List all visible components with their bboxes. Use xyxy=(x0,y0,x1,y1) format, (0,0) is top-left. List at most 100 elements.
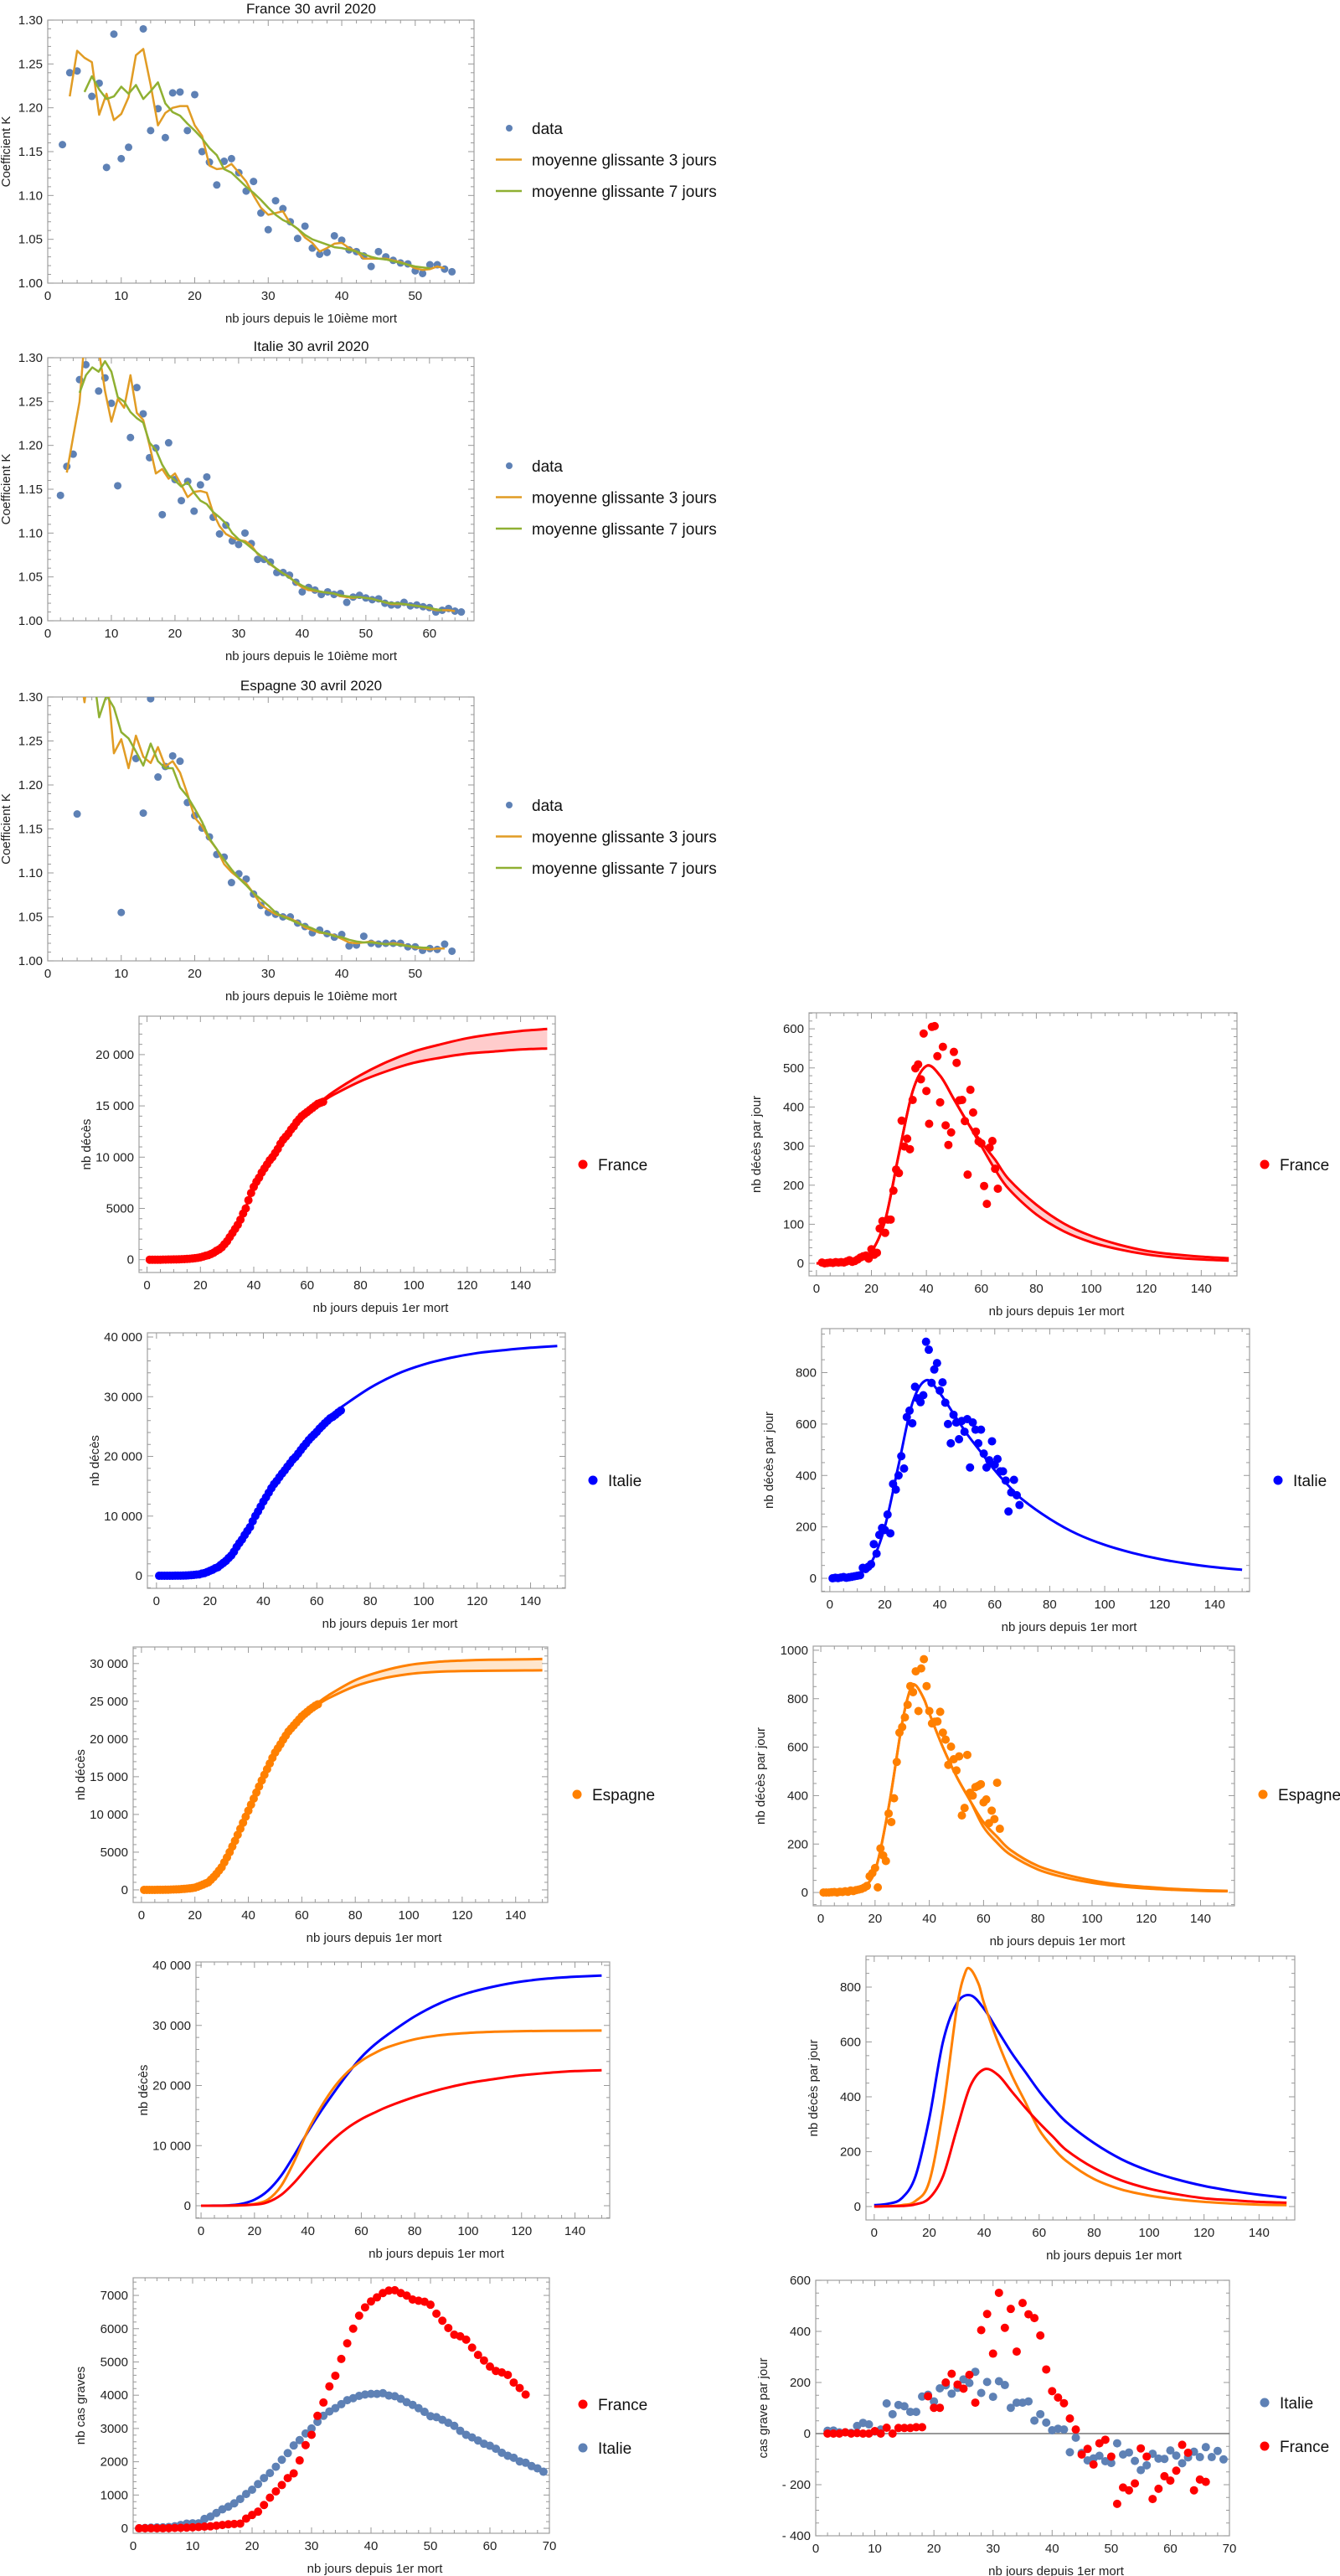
legend-label: France xyxy=(598,1157,647,1174)
data-point xyxy=(176,88,184,96)
y-tick-label: 400 xyxy=(796,1469,817,1483)
data-point xyxy=(254,2507,263,2517)
x-tick-label: 30 xyxy=(261,289,276,303)
data-point xyxy=(993,1184,1002,1193)
data-point xyxy=(960,1427,969,1437)
y-tick-label: 0 xyxy=(121,2522,128,2536)
y-tick-label: 1.00 xyxy=(18,276,43,291)
data-point xyxy=(921,1337,930,1346)
data-point xyxy=(289,2469,298,2478)
tick-marks xyxy=(147,1333,565,1588)
data-point xyxy=(451,607,459,615)
data-point xyxy=(277,2455,286,2465)
x-axis-label: nb jours depuis 1er mort xyxy=(1046,2248,1183,2263)
tick-marks xyxy=(139,1016,555,1273)
plot-frame xyxy=(808,1012,1238,1277)
data-point xyxy=(102,163,111,172)
data-point xyxy=(968,1791,977,1800)
data-point xyxy=(961,1117,970,1126)
data-point xyxy=(337,2354,346,2363)
data-point xyxy=(914,1706,923,1716)
x-tick-label: 40 xyxy=(256,1594,271,1608)
data-point xyxy=(114,482,122,490)
x-tick-label: 20 xyxy=(247,2224,261,2238)
y-tick-label: 1.25 xyxy=(18,395,43,409)
data-point xyxy=(367,2297,375,2306)
data-point xyxy=(213,181,221,189)
legend-item: Italie xyxy=(588,1473,642,1490)
data-point xyxy=(872,1549,881,1558)
data-point xyxy=(869,1540,879,1549)
data-point xyxy=(164,439,173,447)
data-point xyxy=(867,1560,876,1569)
data-point xyxy=(279,204,287,213)
y-tick-label: 0 xyxy=(121,1883,128,1897)
data-point xyxy=(152,2524,162,2533)
data-point xyxy=(888,2429,897,2438)
data-point xyxy=(1036,2331,1045,2340)
data-point xyxy=(343,598,351,607)
data-point xyxy=(307,2424,316,2433)
x-axis-label: nb jours depuis 1er mort xyxy=(988,2564,1125,2576)
x-tick-label: 40 xyxy=(1045,2542,1059,2556)
data-point xyxy=(331,2371,340,2380)
data-point xyxy=(515,2383,524,2393)
data-point xyxy=(924,1345,933,1355)
y-tick-label: 15 000 xyxy=(95,1099,134,1113)
legend-marker xyxy=(588,1475,598,1485)
data-point xyxy=(1089,2460,1098,2469)
data-point xyxy=(229,2519,239,2528)
legend-item: data xyxy=(506,121,563,138)
data-point xyxy=(933,1716,942,1726)
x-tick-label: 60 xyxy=(974,1282,988,1296)
data-point xyxy=(65,69,74,77)
plot-area xyxy=(145,1027,548,1264)
fit-curve-upper xyxy=(147,1027,548,1262)
legend-label: Italie xyxy=(598,2440,631,2458)
data-point xyxy=(918,2423,927,2432)
y-axis-label: nb décès xyxy=(74,1749,88,1800)
x-axis-label: nb jours depuis le 10ième mort xyxy=(225,312,398,326)
cumul-comparison-chart: 0 20 40 60 80 100 120 140 0 10 000 20 000 30 000 40 … xyxy=(137,1959,611,2261)
x-tick-label: 100 xyxy=(1081,1282,1102,1296)
series-fit xyxy=(141,1657,543,1892)
data-point xyxy=(1012,2398,1021,2408)
data-point xyxy=(1000,2323,1009,2332)
legend-label: data xyxy=(532,458,563,476)
data-point xyxy=(168,89,177,97)
tick-marks xyxy=(815,2279,1230,2537)
tick-marks xyxy=(47,696,475,962)
data-point xyxy=(943,1419,952,1428)
data-point xyxy=(244,1195,253,1205)
y-tick-label: 0 xyxy=(797,1257,804,1271)
x-tick-label: 30 xyxy=(305,2539,319,2553)
data-point xyxy=(158,510,167,519)
data-point xyxy=(883,1510,892,1519)
x-tick-label: 20 xyxy=(927,2542,941,2556)
x-tick-label: 100 xyxy=(413,1594,434,1608)
legend-item: Espagne xyxy=(572,1787,655,1804)
data-point xyxy=(889,1794,899,1803)
y-tick-label: 200 xyxy=(783,1179,804,1193)
data-point xyxy=(1201,2477,1210,2486)
y-tick-label: 40 000 xyxy=(104,1330,142,1345)
y-tick-label: 400 xyxy=(840,2090,861,2104)
data-point xyxy=(59,141,67,149)
data-point xyxy=(935,2403,945,2413)
series-curve-2 xyxy=(874,2068,1287,2208)
plot-area xyxy=(874,1966,1287,2208)
y-tick-label: 5000 xyxy=(106,1202,134,1216)
data-point xyxy=(248,2485,256,2494)
data-point xyxy=(944,1760,953,1769)
data-point xyxy=(829,2429,838,2438)
tick-marks xyxy=(822,1329,1250,1592)
legend-item: moyenne glissante 7 jours xyxy=(496,521,717,539)
data-point xyxy=(265,2469,275,2478)
legend-item: moyenne glissante 3 jours xyxy=(496,152,717,170)
data-point xyxy=(135,2524,144,2533)
data-point xyxy=(235,2519,245,2528)
data-point xyxy=(313,1700,322,1709)
x-tick-label: 40 xyxy=(364,2539,379,2553)
x-tick-label: 0 xyxy=(44,967,51,981)
